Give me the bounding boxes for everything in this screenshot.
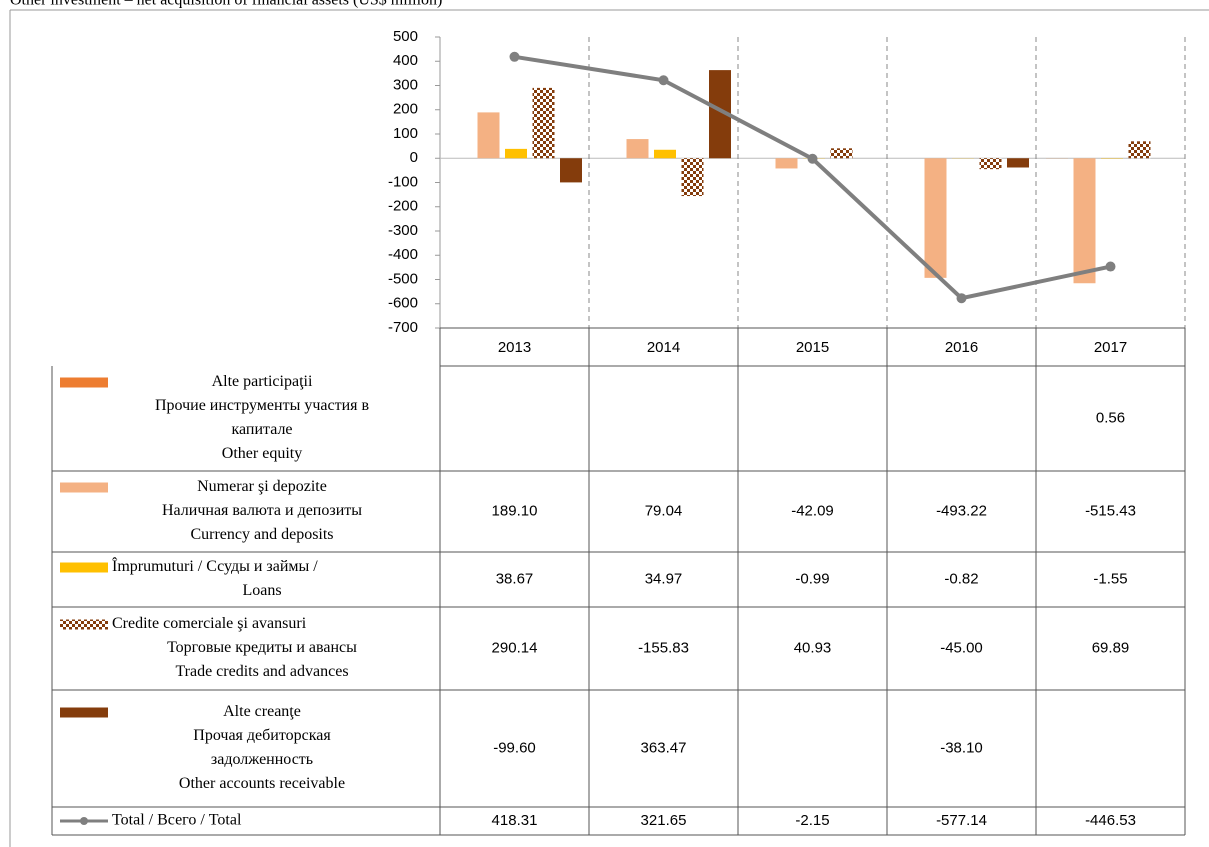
legend-label: Trade credits and advances	[175, 663, 348, 680]
bar	[979, 158, 1002, 170]
cell-value: 34.97	[645, 570, 683, 587]
cell-value: -99.60	[493, 739, 536, 756]
y-tick-label: -100	[388, 173, 418, 190]
legend-swatch	[80, 817, 88, 825]
legend-swatch	[60, 482, 108, 493]
cell-value: 40.93	[794, 639, 832, 656]
bar	[560, 158, 582, 183]
legend-label: Other accounts receivable	[179, 775, 345, 792]
total-marker	[658, 75, 669, 86]
total-line	[514, 54, 1111, 301]
y-tick-label: -300	[388, 222, 418, 239]
total-marker	[807, 153, 818, 164]
legend-label: Loans	[242, 582, 281, 599]
cell-value: -2.15	[795, 812, 829, 829]
total-marker	[1105, 261, 1116, 272]
y-tick-label: 500	[393, 28, 418, 45]
bar	[477, 112, 500, 159]
bar	[830, 148, 853, 159]
legend-swatch	[60, 707, 108, 718]
x-tick-label: 2014	[647, 339, 680, 356]
cell-value: 79.04	[645, 502, 683, 519]
y-tick-label: 400	[393, 52, 418, 69]
x-tick-label: 2015	[796, 339, 829, 356]
y-tick-label: 0	[410, 149, 418, 166]
bar	[775, 158, 798, 169]
cell-value: 363.47	[641, 739, 687, 756]
cell-value: -515.43	[1085, 502, 1136, 519]
cell-value: -42.09	[791, 502, 834, 519]
chart-title: Other investment – net acquisition of fi…	[10, 0, 442, 9]
bar	[681, 158, 704, 197]
cell-value: 38.67	[496, 570, 534, 587]
bar	[532, 87, 555, 159]
legend-label: Прочая дебиторская	[193, 727, 331, 744]
cell-value: -493.22	[936, 502, 987, 519]
legend-label: Торговые кредиты и авансы	[167, 639, 357, 656]
legend-label: Other equity	[222, 445, 302, 462]
x-tick-label: 2013	[498, 339, 531, 356]
y-tick-label: 300	[393, 76, 418, 93]
legend-label: Împrumuturi / Ссуды и займы /	[112, 556, 318, 575]
y-tick-label: -600	[388, 295, 418, 312]
cell-value: -155.83	[638, 639, 689, 656]
bar	[1007, 158, 1029, 168]
y-tick-label: -700	[388, 319, 418, 336]
legend-label: Прочие инструменты участия в	[155, 397, 370, 414]
bar	[505, 148, 527, 159]
legend-label: капитале	[231, 421, 292, 438]
cell-value: -577.14	[936, 812, 987, 829]
cell-value: 189.10	[492, 502, 538, 519]
y-tick-label: -200	[388, 198, 418, 215]
legend-label: Total / Всего / Total	[112, 812, 242, 829]
legend-label: Numerar şi depozite	[197, 478, 327, 495]
legend-label: Наличная валюта и депозиты	[162, 502, 362, 519]
bar	[709, 70, 731, 159]
y-tick-label: 200	[393, 101, 418, 118]
cell-value: -45.00	[940, 639, 983, 656]
total-marker	[509, 51, 520, 62]
bar	[924, 158, 947, 278]
legend-label: Currency and deposits	[190, 526, 333, 543]
legend-label: Alte participaţii	[212, 373, 313, 390]
bar	[654, 149, 676, 159]
cell-value: 290.14	[492, 639, 538, 656]
bar	[626, 139, 649, 159]
total-marker	[956, 293, 967, 304]
legend-swatch	[60, 562, 108, 573]
cell-value: -0.99	[795, 570, 829, 587]
bar	[1073, 158, 1096, 284]
legend-label: Credite comerciale şi avansuri	[112, 615, 307, 632]
bar	[1128, 141, 1151, 159]
y-tick-label: -500	[388, 270, 418, 287]
legend-swatch	[60, 619, 108, 630]
cell-value: 0.56	[1096, 409, 1125, 426]
legend-label: Alte creanţe	[223, 703, 301, 720]
cell-value: -1.55	[1093, 570, 1127, 587]
cell-value: 321.65	[641, 812, 687, 829]
cell-value: -0.82	[944, 570, 978, 587]
x-tick-label: 2016	[945, 339, 978, 356]
legend-swatch	[60, 377, 108, 388]
cell-value: -446.53	[1085, 812, 1136, 829]
cell-value: 418.31	[492, 812, 538, 829]
legend-label: задолженность	[211, 751, 313, 768]
x-tick-label: 2017	[1094, 339, 1127, 356]
y-tick-label: 100	[393, 125, 418, 142]
cell-value: -38.10	[940, 739, 983, 756]
cell-value: 69.89	[1092, 639, 1130, 656]
y-tick-label: -400	[388, 246, 418, 263]
